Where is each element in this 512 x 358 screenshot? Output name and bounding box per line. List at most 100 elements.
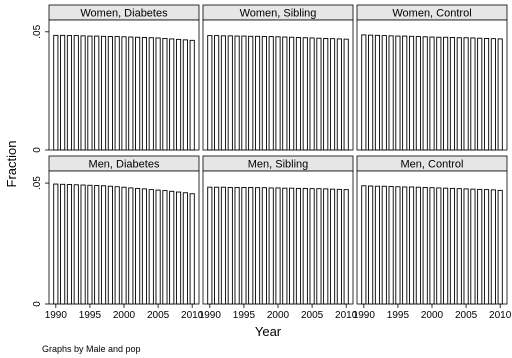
- bar: [214, 186, 220, 305]
- bar: [268, 36, 274, 151]
- bar: [374, 185, 381, 305]
- bar: [336, 188, 342, 305]
- bar: [316, 37, 322, 151]
- bar: [429, 187, 435, 305]
- bar: [254, 187, 261, 305]
- bar: [361, 34, 367, 151]
- x-tick-label: 2010: [181, 310, 204, 321]
- bar: [148, 37, 154, 151]
- y-axis-label: Fraction: [4, 141, 19, 188]
- bar: [456, 37, 462, 151]
- bar: [477, 188, 483, 305]
- bar: [490, 38, 496, 151]
- bar: [60, 183, 66, 305]
- bar: [141, 37, 148, 151]
- bar: [80, 35, 86, 151]
- x-tick-label: 2005: [301, 310, 324, 321]
- bar: [53, 183, 59, 305]
- bar: [241, 186, 247, 305]
- x-tick-label: 2005: [147, 310, 170, 321]
- bar: [368, 185, 374, 305]
- bar: [107, 185, 113, 305]
- bar: [483, 189, 490, 305]
- bar: [162, 37, 168, 151]
- bar: [73, 184, 79, 305]
- bar: [254, 35, 261, 151]
- bar: [87, 184, 93, 305]
- x-tick-label: 1990: [353, 310, 376, 321]
- bar: [100, 35, 107, 151]
- bar: [234, 186, 240, 305]
- panel-title: Women, Sibling: [240, 8, 317, 20]
- bar: [275, 36, 281, 151]
- bar: [295, 187, 302, 305]
- bar: [121, 186, 127, 305]
- bar: [289, 36, 295, 151]
- x-tick-label: 2010: [489, 310, 512, 321]
- bar: [282, 36, 288, 151]
- bar: [148, 189, 154, 305]
- bar: [443, 36, 449, 151]
- y-tick-label: .05: [32, 176, 43, 190]
- bar: [443, 187, 449, 305]
- panel-title: Women, Control: [392, 8, 471, 20]
- bar: [302, 187, 308, 305]
- bar: [248, 35, 254, 151]
- bar: [155, 37, 161, 151]
- bar: [289, 187, 295, 305]
- bar: [135, 187, 141, 305]
- bar: [456, 188, 462, 305]
- bar: [402, 35, 408, 151]
- bar: [408, 35, 415, 151]
- bar: [220, 35, 227, 151]
- bar: [261, 36, 267, 151]
- bar: [66, 35, 73, 151]
- bar: [415, 36, 421, 151]
- bar: [309, 37, 315, 151]
- bar: [94, 185, 100, 305]
- x-tick-label: 1990: [199, 310, 222, 321]
- bar: [470, 37, 476, 151]
- bar: [368, 34, 374, 151]
- bar: [329, 188, 336, 305]
- x-tick-label: 2000: [267, 310, 290, 321]
- bar: [329, 38, 336, 151]
- panel-title: Men, Control: [401, 159, 464, 171]
- x-axis-label: Year: [255, 324, 282, 339]
- bar: [381, 185, 387, 305]
- bar: [128, 36, 134, 151]
- bar: [53, 34, 59, 151]
- x-tick-label: 1995: [79, 310, 102, 321]
- bar: [395, 35, 401, 151]
- bar: [316, 188, 322, 305]
- bar: [248, 186, 254, 305]
- panel-0: Women, Diabetes: [48, 4, 200, 151]
- bar: [214, 35, 220, 151]
- bar: [470, 188, 476, 305]
- bar: [343, 189, 349, 305]
- bar: [449, 37, 456, 151]
- x-tick-label: 2000: [421, 310, 444, 321]
- bar: [336, 38, 342, 151]
- panel-title: Men, Diabetes: [89, 159, 160, 171]
- bar: [94, 35, 100, 151]
- bar: [100, 185, 107, 305]
- bar: [463, 188, 469, 305]
- bar: [162, 190, 168, 305]
- bar: [241, 35, 247, 151]
- bar: [60, 34, 66, 151]
- bar: [268, 187, 274, 305]
- bar: [169, 38, 175, 151]
- panel-3: Men, Diabetes: [48, 155, 200, 305]
- bar: [463, 37, 469, 151]
- panel-4: Men, Sibling: [202, 155, 354, 305]
- bar: [182, 39, 188, 151]
- bar: [422, 36, 428, 151]
- bar: [275, 187, 281, 305]
- bar: [497, 189, 503, 305]
- x-tick-label: 1995: [233, 310, 256, 321]
- bar: [182, 192, 188, 305]
- bar: [374, 34, 381, 151]
- bar: [282, 187, 288, 305]
